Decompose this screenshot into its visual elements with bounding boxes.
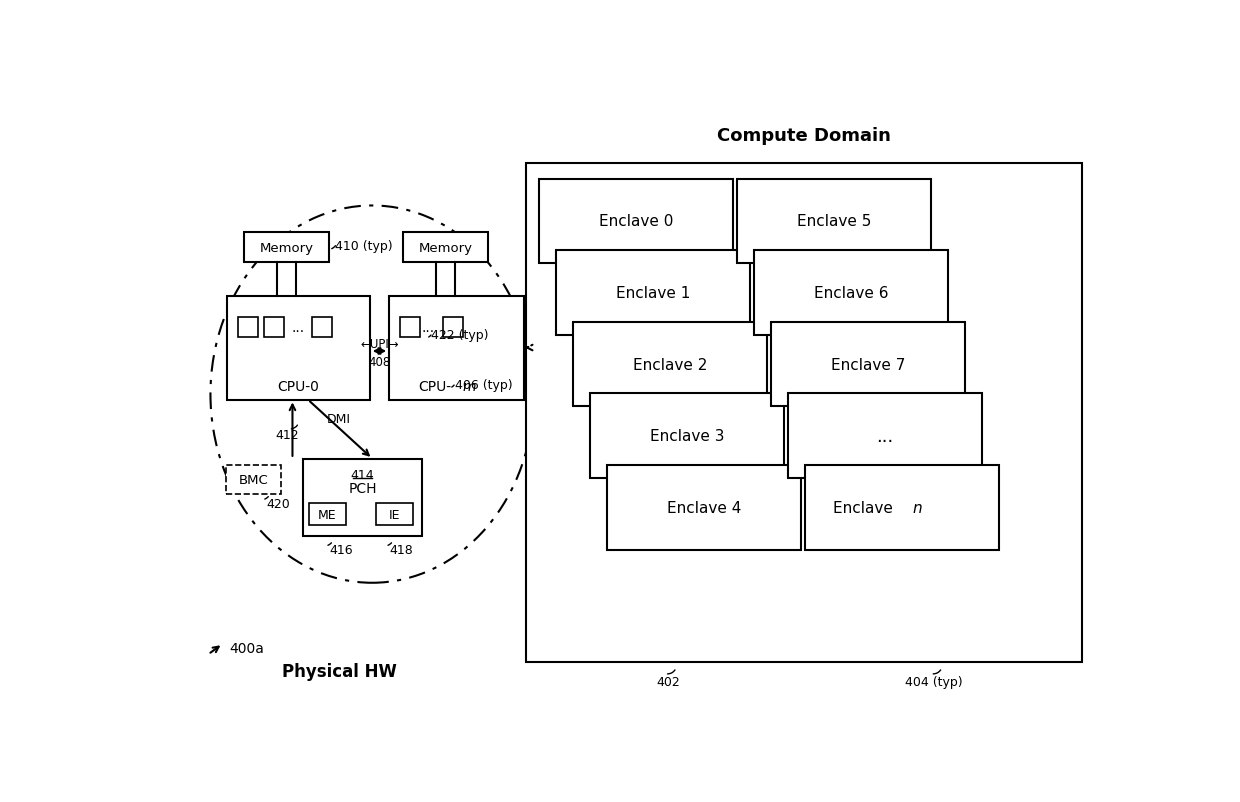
- Text: Enclave: Enclave: [833, 500, 898, 515]
- Text: ME: ME: [319, 508, 337, 521]
- Text: ←UPI→: ←UPI→: [360, 338, 399, 350]
- Text: 402: 402: [657, 675, 681, 688]
- Text: 420: 420: [265, 497, 290, 510]
- Ellipse shape: [211, 206, 534, 583]
- Text: ...: ...: [877, 427, 894, 445]
- FancyBboxPatch shape: [312, 318, 332, 338]
- Text: Enclave 2: Enclave 2: [632, 357, 707, 372]
- FancyBboxPatch shape: [399, 318, 420, 338]
- FancyBboxPatch shape: [303, 460, 422, 536]
- FancyBboxPatch shape: [526, 164, 1083, 662]
- FancyBboxPatch shape: [227, 296, 370, 400]
- Text: 416: 416: [329, 544, 352, 557]
- Text: 408: 408: [368, 355, 391, 368]
- FancyBboxPatch shape: [573, 322, 768, 407]
- Text: m: m: [463, 379, 476, 393]
- FancyBboxPatch shape: [590, 394, 784, 479]
- Text: 404 (typ): 404 (typ): [905, 675, 963, 688]
- FancyBboxPatch shape: [389, 296, 523, 400]
- FancyBboxPatch shape: [238, 318, 258, 338]
- Text: Enclave 4: Enclave 4: [667, 500, 742, 515]
- Text: 406 (typ): 406 (typ): [455, 378, 512, 391]
- Text: Enclave 5: Enclave 5: [797, 214, 872, 229]
- Text: 422 (typ): 422 (typ): [432, 328, 489, 341]
- Text: Enclave 7: Enclave 7: [831, 357, 905, 372]
- FancyBboxPatch shape: [226, 465, 281, 495]
- FancyBboxPatch shape: [557, 251, 750, 335]
- Text: 410 (typ): 410 (typ): [335, 240, 393, 253]
- FancyBboxPatch shape: [264, 318, 284, 338]
- Text: IE: IE: [389, 508, 401, 521]
- Text: n: n: [913, 500, 923, 515]
- Text: CPU-0: CPU-0: [278, 379, 320, 393]
- Text: Memory: Memory: [259, 241, 314, 254]
- Text: Compute Domain: Compute Domain: [717, 128, 892, 145]
- Text: PCH: PCH: [348, 481, 377, 496]
- FancyBboxPatch shape: [608, 465, 801, 550]
- FancyBboxPatch shape: [787, 394, 982, 479]
- Text: Enclave 1: Enclave 1: [616, 286, 691, 301]
- Text: 400a: 400a: [229, 642, 264, 655]
- FancyBboxPatch shape: [737, 180, 931, 264]
- Text: Enclave 0: Enclave 0: [599, 214, 673, 229]
- Text: Memory: Memory: [418, 241, 472, 254]
- Text: 412: 412: [275, 428, 299, 441]
- FancyBboxPatch shape: [309, 504, 346, 525]
- Text: 418: 418: [389, 544, 413, 557]
- Text: Enclave 6: Enclave 6: [813, 286, 888, 301]
- FancyBboxPatch shape: [376, 504, 413, 525]
- Text: Physical HW: Physical HW: [281, 662, 397, 680]
- Text: ...: ...: [291, 321, 305, 334]
- Text: Enclave 3: Enclave 3: [650, 428, 724, 444]
- FancyBboxPatch shape: [244, 233, 329, 262]
- FancyBboxPatch shape: [754, 251, 949, 335]
- Text: BMC: BMC: [239, 473, 268, 487]
- Text: DMI: DMI: [327, 413, 351, 426]
- FancyBboxPatch shape: [539, 180, 733, 264]
- FancyBboxPatch shape: [403, 233, 487, 262]
- Text: CPU-: CPU-: [419, 379, 451, 393]
- Text: 414: 414: [351, 468, 374, 481]
- FancyBboxPatch shape: [771, 322, 965, 407]
- FancyBboxPatch shape: [805, 465, 999, 550]
- Text: ...: ...: [422, 321, 434, 334]
- FancyBboxPatch shape: [443, 318, 463, 338]
